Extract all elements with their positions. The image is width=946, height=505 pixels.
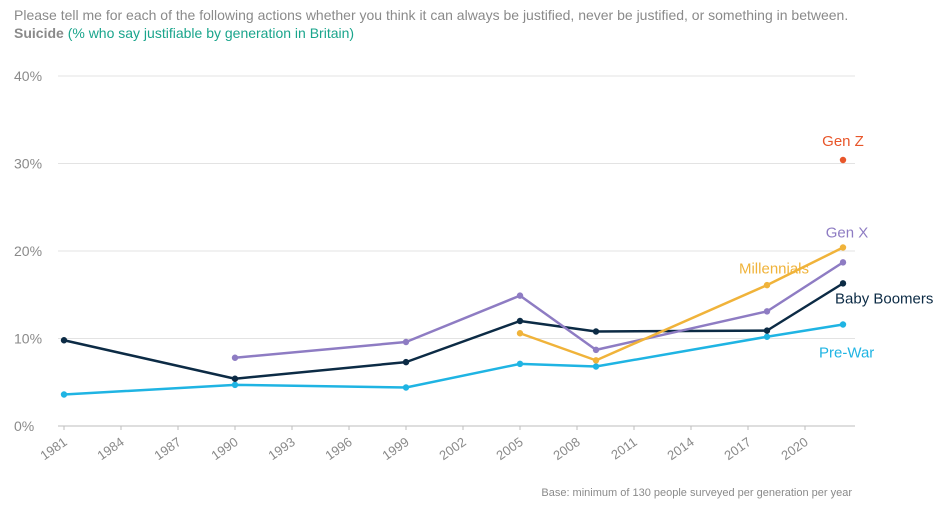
data-point-pre-war xyxy=(402,384,410,391)
series-line-baby-boomers xyxy=(63,282,844,380)
subtitle: (% who say justifiable by generation in … xyxy=(67,25,355,41)
x-tick-label: 2014 xyxy=(664,434,696,463)
series-label-baby-boomers: Baby Boomers xyxy=(835,290,933,307)
x-tick-label: 1987 xyxy=(151,434,183,463)
data-point-gen-x xyxy=(516,292,524,299)
data-point-baby-boomers xyxy=(763,327,771,334)
data-point-pre-war xyxy=(839,321,847,328)
data-point-gen-x xyxy=(839,259,847,266)
y-tick-label: 20% xyxy=(14,243,42,259)
data-point-gen-x xyxy=(592,346,600,354)
data-point-gen-z xyxy=(839,156,847,164)
data-point-millennials xyxy=(592,357,600,364)
x-tick-label: 2020 xyxy=(778,434,810,463)
data-point-pre-war xyxy=(592,363,600,370)
x-tick-label: 2005 xyxy=(493,434,525,463)
x-tick-label: 1984 xyxy=(94,434,126,463)
data-point-millennials xyxy=(839,244,847,251)
data-point-gen-x xyxy=(231,354,239,361)
y-tick-label: 10% xyxy=(14,331,42,347)
series-line-pre-war xyxy=(63,323,844,396)
data-point-baby-boomers xyxy=(231,375,239,382)
x-tick-label: 2011 xyxy=(608,434,640,462)
series-line-gen-x xyxy=(234,261,844,359)
topic-label: Suicide xyxy=(14,25,64,41)
data-point-gen-x xyxy=(763,308,771,315)
series-label-pre-war: Pre-War xyxy=(819,345,874,362)
x-tick-label: 2002 xyxy=(436,434,468,463)
question-text: Please tell me for each of the following… xyxy=(14,7,849,23)
data-point-baby-boomers xyxy=(60,337,68,344)
x-tick-label: 2017 xyxy=(721,434,753,463)
chart-header: Please tell me for each of the following… xyxy=(14,6,874,42)
data-point-baby-boomers xyxy=(402,358,410,366)
x-tick-label: 1999 xyxy=(379,434,411,463)
x-tick-label: 1993 xyxy=(265,434,297,463)
data-point-pre-war xyxy=(516,360,524,368)
data-point-gen-x xyxy=(402,338,410,346)
series-label-millennials: Millennials xyxy=(739,261,809,278)
series-label-gen-x: Gen X xyxy=(826,224,869,241)
data-point-millennials xyxy=(763,281,771,289)
series-line-millennials xyxy=(519,246,844,362)
data-point-pre-war xyxy=(231,381,239,389)
data-point-pre-war xyxy=(763,333,771,340)
x-tick-label: 1981 xyxy=(37,434,69,463)
series-label-gen-z: Gen Z xyxy=(822,133,864,150)
y-tick-label: 30% xyxy=(14,156,42,172)
x-tick-label: 1990 xyxy=(208,434,240,463)
footnote: Base: minimum of 130 people surveyed per… xyxy=(541,487,852,499)
data-point-pre-war xyxy=(60,391,68,398)
data-point-baby-boomers xyxy=(839,280,847,287)
y-tick-label: 40% xyxy=(14,68,42,84)
data-point-baby-boomers xyxy=(516,317,524,325)
data-point-baby-boomers xyxy=(592,328,600,335)
x-tick-label: 2008 xyxy=(550,434,582,463)
x-tick-label: 1996 xyxy=(322,434,354,463)
y-tick-label: 0% xyxy=(14,418,34,434)
data-point-millennials xyxy=(516,330,524,337)
